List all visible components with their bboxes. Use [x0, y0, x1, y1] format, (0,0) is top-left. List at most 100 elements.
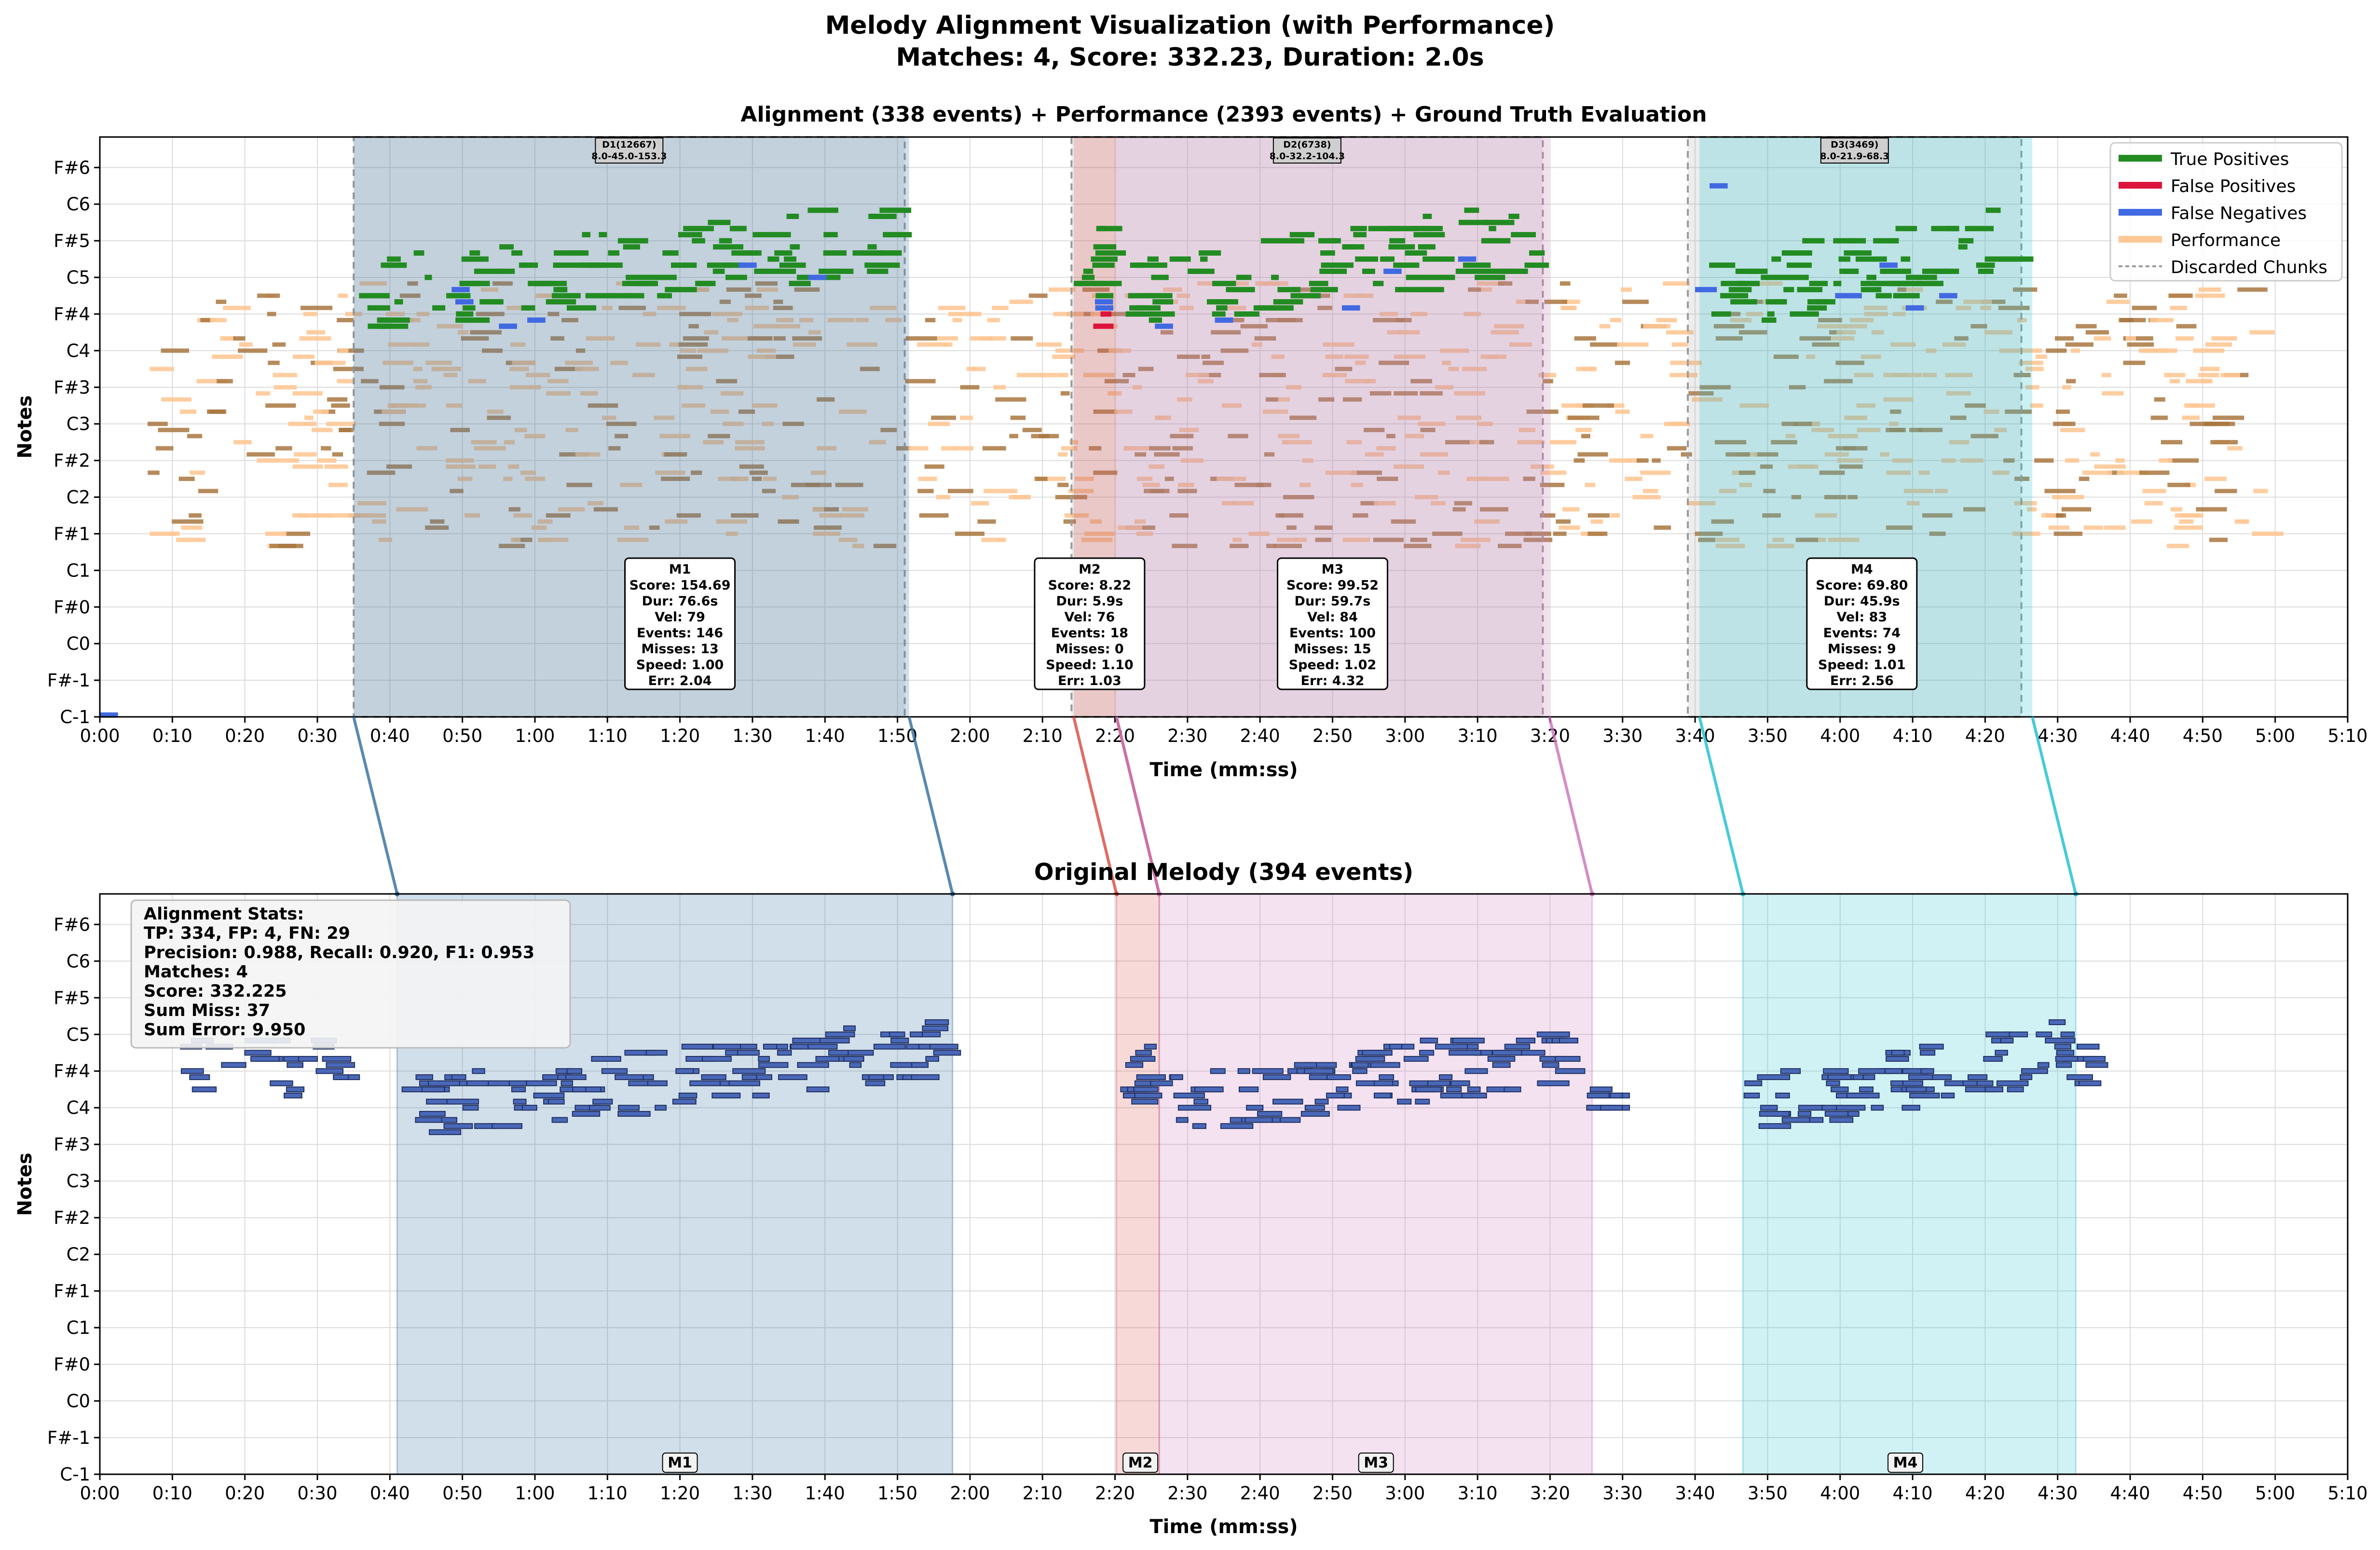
- performance-note: [719, 300, 731, 304]
- original-note: [701, 1074, 726, 1080]
- true-positive-note: [1081, 274, 1095, 280]
- original-note: [675, 1068, 694, 1074]
- performance-note: [1525, 531, 1551, 536]
- performance-note: [1926, 348, 1937, 353]
- true-positive-note: [1866, 274, 1876, 280]
- original-note: [1336, 1086, 1349, 1093]
- true-positive-note: [1511, 232, 1536, 237]
- original-note: [1238, 1086, 1259, 1093]
- original-note: [758, 1062, 789, 1068]
- performance-note: [947, 489, 973, 494]
- performance-note: [676, 513, 701, 518]
- legend-discarded-label: Discarded Chunks: [2171, 258, 2327, 277]
- performance-note: [748, 354, 776, 359]
- original-note: [1537, 1080, 1570, 1086]
- false-negative-note: [1094, 299, 1113, 305]
- performance-note: [1832, 336, 1855, 341]
- true-positive-note: [1206, 299, 1232, 305]
- performance-note: [624, 525, 640, 530]
- performance-note: [1892, 372, 1922, 377]
- performance-note: [292, 464, 323, 469]
- true-positive-note: [1389, 238, 1406, 244]
- performance-note: [1857, 427, 1881, 432]
- performance-note: [942, 342, 953, 347]
- performance-note: [2025, 367, 2044, 371]
- true-positive-note: [1893, 293, 1904, 299]
- discarded-chunk-label-box: [595, 137, 664, 164]
- performance-note: [1892, 458, 1913, 463]
- performance-note: [1335, 367, 1353, 371]
- alignment-x-tick-label: 0:30: [297, 726, 337, 746]
- performance-note: [723, 422, 744, 426]
- match-info-line: Err: 2.56: [1830, 673, 1894, 688]
- original-note: [566, 1068, 583, 1074]
- performance-note: [718, 477, 749, 481]
- performance-note: [361, 379, 379, 384]
- performance-note: [1773, 354, 1799, 359]
- true-positive-note: [1151, 274, 1169, 280]
- alignment-y-tick-label: C3: [67, 414, 90, 435]
- original-note: [807, 1043, 838, 1050]
- performance-note: [610, 360, 628, 365]
- false-negative-note: [1458, 256, 1477, 262]
- original-x-tick-label: 4:40: [2110, 1483, 2150, 1504]
- true-positive-note: [599, 232, 607, 237]
- performance-note: [808, 330, 821, 335]
- performance-note: [524, 434, 546, 439]
- performance-note: [1164, 477, 1174, 481]
- performance-note: [1864, 312, 1888, 316]
- performance-note: [333, 367, 364, 371]
- performance-note: [2182, 415, 2200, 420]
- performance-note: [315, 336, 331, 341]
- performance-note: [1090, 519, 1102, 524]
- performance-note: [223, 305, 251, 310]
- performance-note: [1454, 501, 1473, 506]
- performance-note: [873, 544, 897, 549]
- performance-note: [506, 305, 522, 310]
- original-x-tick-label: 4:30: [2038, 1483, 2078, 1504]
- performance-note: [1178, 482, 1194, 487]
- performance-note: [1379, 360, 1409, 365]
- true-positive-note: [367, 305, 390, 311]
- original-note: [778, 1074, 807, 1080]
- performance-note: [328, 482, 348, 487]
- original-note: [711, 1092, 741, 1098]
- alignment-y-tick-label: C1: [67, 560, 90, 581]
- original-x-tick-label: 0:00: [80, 1483, 120, 1504]
- original-note: [326, 1062, 355, 1068]
- original-note: [645, 1050, 668, 1056]
- true-positive-note: [1135, 305, 1161, 311]
- performance-note: [1279, 513, 1303, 518]
- true-positive-note: [698, 281, 711, 287]
- original-x-tick-label: 3:20: [1530, 1483, 1570, 1504]
- true-positive-note: [719, 238, 732, 244]
- performance-note: [1452, 507, 1466, 512]
- performance-note: [1587, 531, 1608, 536]
- performance-note: [2211, 336, 2237, 341]
- performance-note: [1607, 403, 1625, 408]
- performance-note: [2213, 415, 2244, 420]
- performance-note: [2119, 318, 2134, 323]
- original-note: [180, 1068, 204, 1074]
- performance-note: [1824, 495, 1847, 500]
- legend-false-negative-label: False Negatives: [2171, 204, 2307, 223]
- true-positive-note: [1893, 293, 1920, 299]
- true-positive-note: [823, 232, 838, 237]
- performance-note: [1377, 477, 1398, 481]
- legend-frame: [2109, 142, 2343, 282]
- true-positive-note: [1860, 281, 1881, 287]
- performance-note: [2179, 519, 2194, 524]
- true-positive-note: [1083, 268, 1094, 274]
- performance-note: [1052, 354, 1076, 359]
- original-note: [1230, 1117, 1243, 1123]
- performance-note: [1663, 281, 1690, 286]
- performance-note: [268, 360, 280, 365]
- performance-note: [2170, 305, 2188, 310]
- performance-note: [1040, 372, 1068, 377]
- true-positive-note: [1419, 287, 1444, 292]
- connector-line-m3: [1548, 716, 1594, 894]
- performance-note: [476, 312, 505, 316]
- original-note: [1797, 1111, 1812, 1117]
- performance-note: [161, 348, 190, 353]
- true-positive-note: [728, 274, 740, 280]
